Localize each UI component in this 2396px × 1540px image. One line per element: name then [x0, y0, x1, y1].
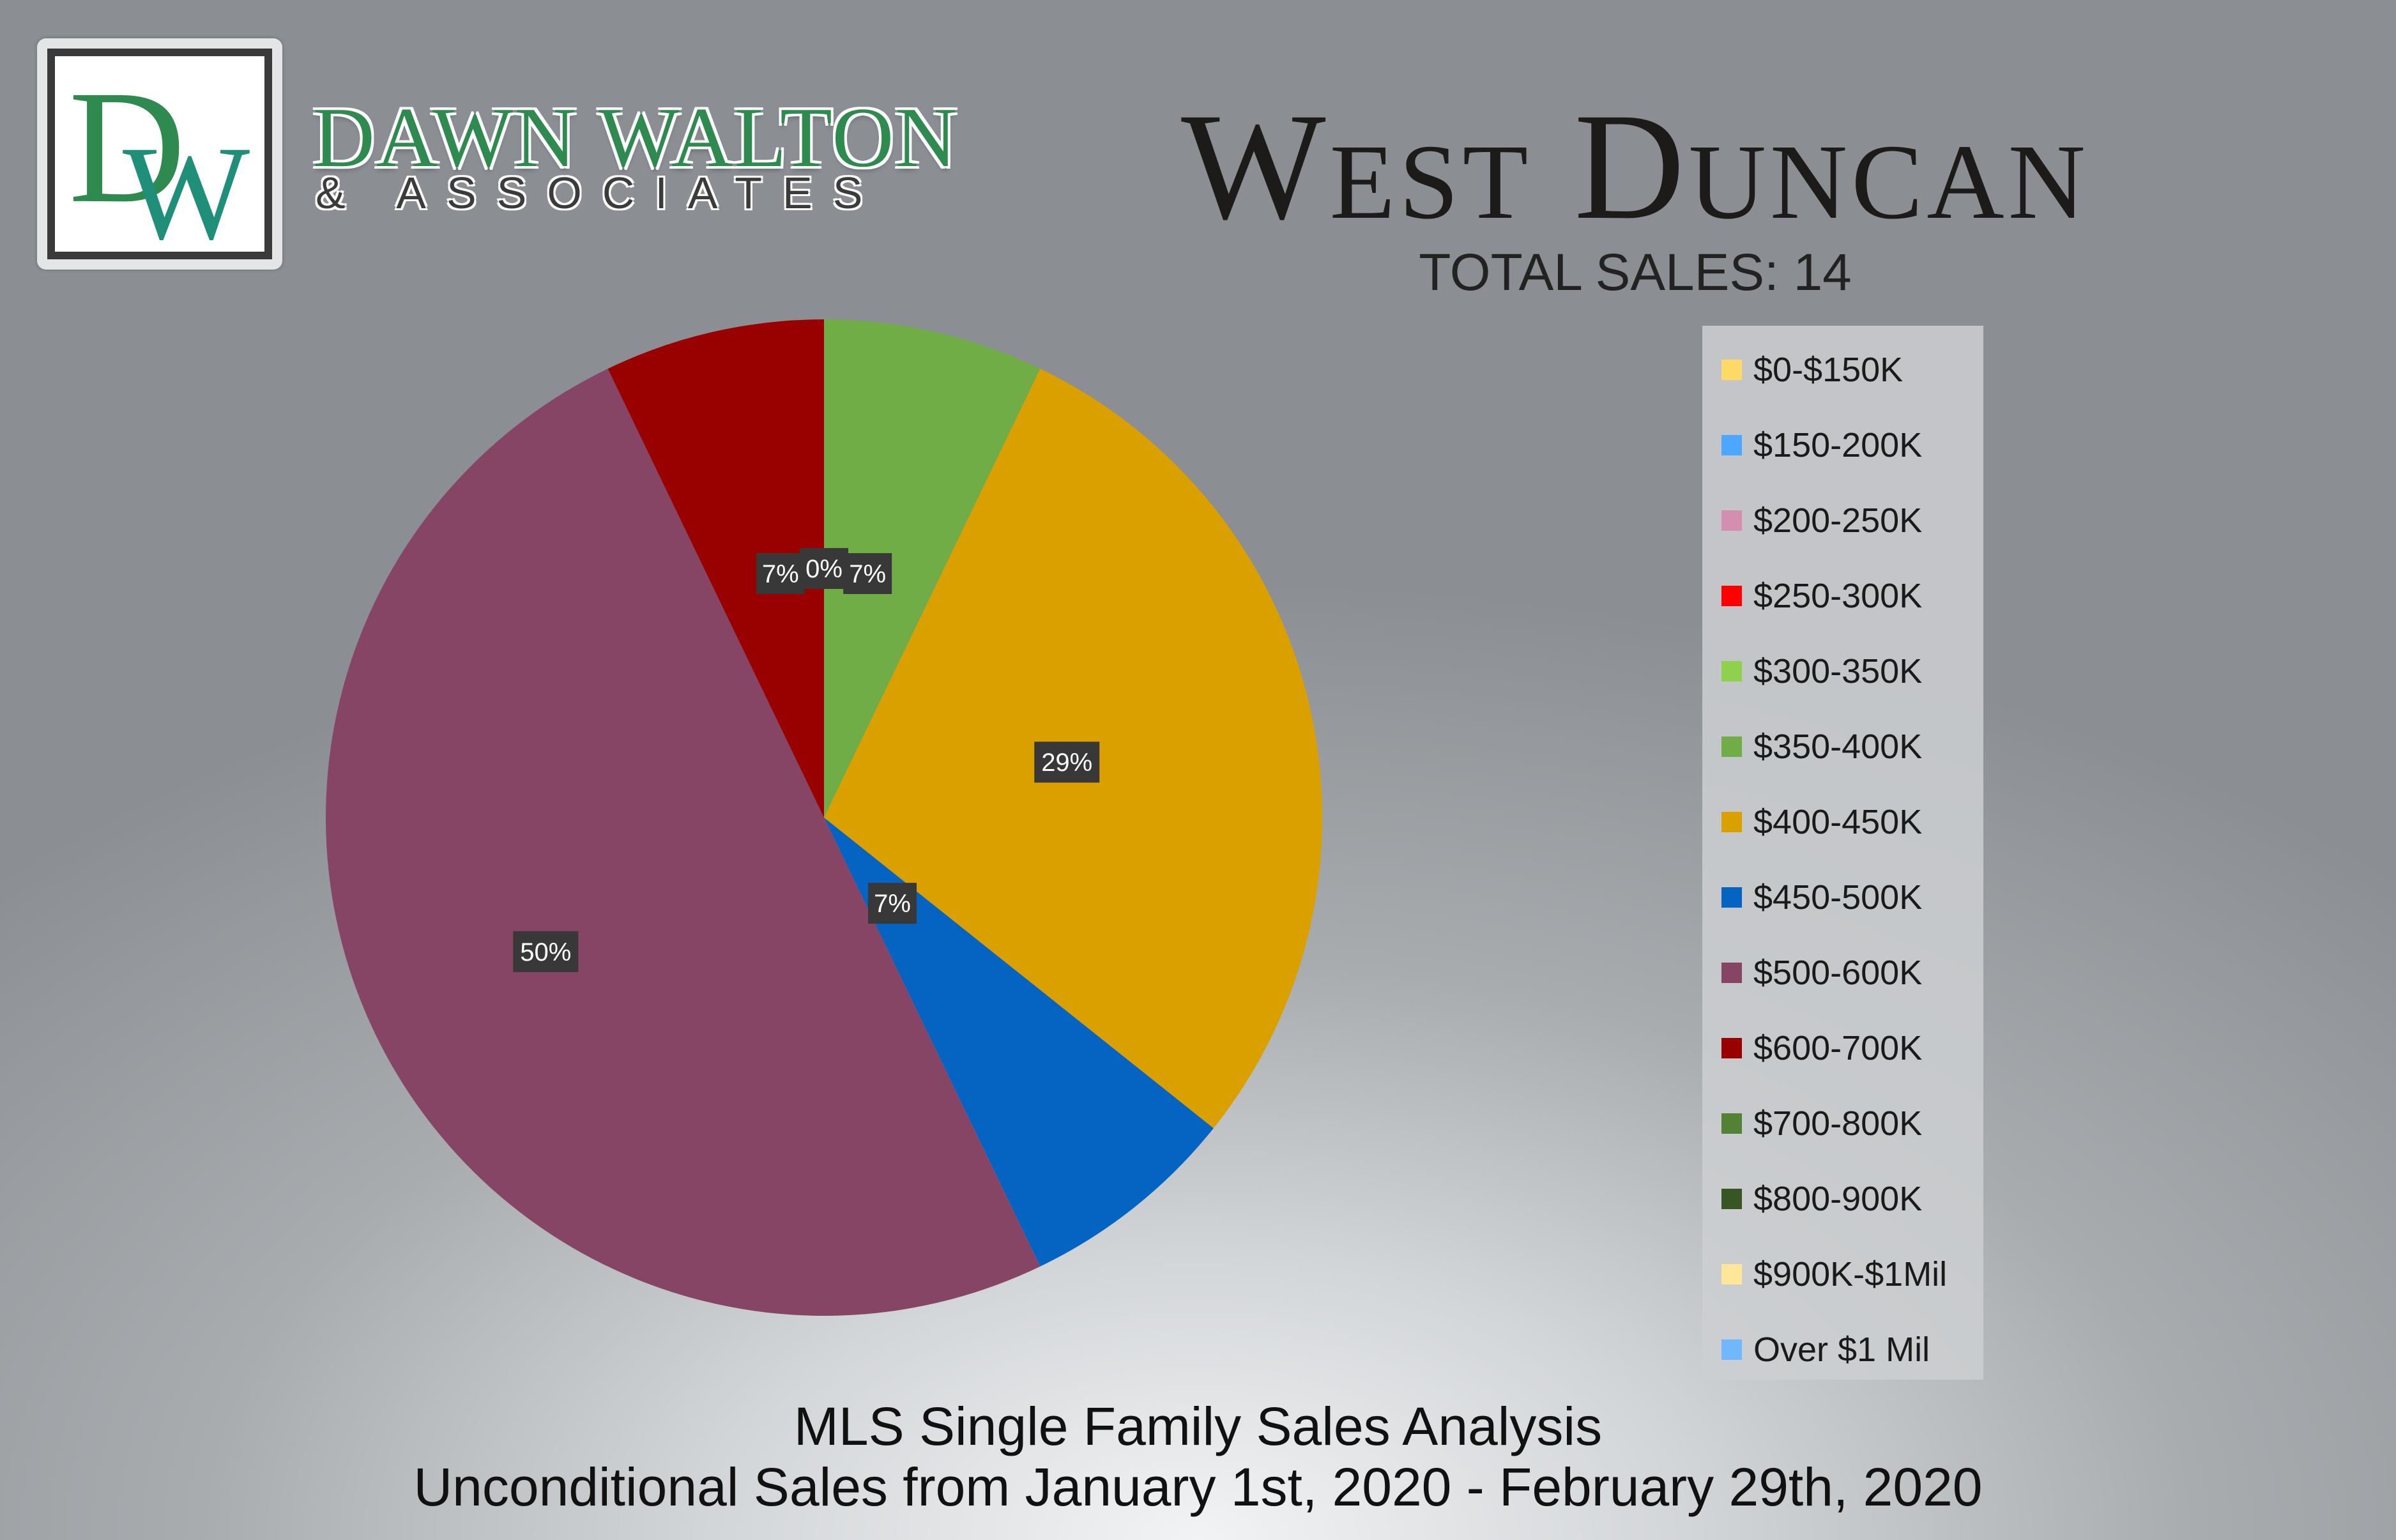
legend-label: $350-400K [1753, 728, 1923, 766]
logo-letter-d: D [69, 57, 186, 236]
footer-title: MLS Single Family Sales Analysis [793, 1396, 1603, 1456]
legend-label: $400-450K [1753, 803, 1923, 841]
legend-swatch [1721, 887, 1742, 908]
legend-item-700-800k: $700-800K [1721, 1086, 1922, 1161]
legend-item-500-600k: $500-600K [1721, 935, 1922, 1010]
legend-swatch [1721, 1339, 1742, 1360]
legend-swatch [1721, 1189, 1742, 1209]
footer-date-range: Unconditional Sales from January 1st, 20… [413, 1457, 1983, 1517]
legend-swatch [1721, 510, 1742, 531]
legend-item-150-200k: $150-200K [1721, 408, 1922, 483]
page-title: West Duncan [1181, 81, 2089, 251]
data-label-box-350-400k [843, 553, 892, 594]
legend-label: $900K-$1Mil [1753, 1255, 1948, 1293]
data-label-500-600k: 50% [520, 938, 571, 966]
legend-label: $150-200K [1753, 426, 1923, 464]
legend-item-350-400k: $350-400K [1721, 709, 1922, 784]
legend-swatch [1721, 1038, 1742, 1058]
data-label-zero: 0% [805, 555, 843, 583]
brand-name: DAWN WALTON [313, 90, 959, 185]
data-label-box-600-700k [756, 553, 805, 594]
legend-swatch [1721, 812, 1742, 832]
logo-letter-w: W [123, 118, 250, 252]
legend-item-400-450k: $400-450K [1721, 784, 1922, 860]
brand-subtitle: & ASSOCIATES [316, 168, 883, 218]
legend-label: $600-700K [1753, 1029, 1923, 1067]
legend-item-450-500k: $450-500K [1721, 860, 1922, 935]
pie-slice-350-400k [824, 319, 1041, 818]
legend-label: $800-900K [1753, 1180, 1923, 1218]
pie-chart: 7%29%7%50%7% 0% [326, 319, 1322, 1316]
legend-label: $450-500K [1753, 878, 1923, 917]
legend-swatch [1721, 963, 1742, 983]
legend-item-600-700k: $600-700K [1721, 1010, 1922, 1086]
legend-item-0-150k: $0-$150K [1721, 332, 1903, 408]
data-label-400-450k: 29% [1041, 749, 1092, 777]
pie-slice-600-700k [607, 319, 824, 818]
legend-label: $500-600K [1753, 954, 1923, 992]
logo-monogram: D W [69, 57, 250, 252]
data-label-box-zero [800, 548, 848, 589]
chart-legend: $0-$150K $150-200K $200-250K $250-300K $300-… [1702, 326, 1983, 1380]
legend-item-300-350k: $300-350K [1721, 634, 1922, 709]
legend-label: Over $1 Mil [1753, 1330, 1930, 1369]
legend-swatch [1721, 1113, 1742, 1134]
pie-slice-450-500k [824, 818, 1214, 1267]
legend-label: $250-300K [1753, 577, 1923, 615]
logo: D W [37, 38, 282, 270]
legend-item-900k-1mil: $900K-$1Mil [1721, 1237, 1947, 1312]
legend-swatch [1721, 1264, 1742, 1285]
data-label-600-700k: 7% [762, 560, 799, 588]
pie-slice-500-600k [326, 369, 1041, 1316]
legend-item-800-900k: $800-900K [1721, 1161, 1922, 1237]
legend-label: $200-250K [1753, 501, 1923, 540]
legend-swatch [1721, 435, 1742, 455]
total-sales: TOTAL SALES: 14 [1419, 243, 1852, 301]
legend-label: $700-800K [1753, 1104, 1923, 1143]
legend-item-250-300k: $250-300K [1721, 558, 1922, 634]
data-label-box-500-600k [513, 931, 579, 972]
legend-item-200-250k: $200-250K [1721, 483, 1922, 558]
data-label-box-450-500k [867, 883, 917, 924]
data-label-350-400k: 7% [849, 560, 886, 588]
legend-swatch [1721, 360, 1742, 380]
logo-frame: D W [47, 49, 272, 259]
data-label-box-400-450k [1034, 742, 1100, 783]
legend-swatch [1721, 736, 1742, 757]
legend-label: $300-350K [1753, 652, 1923, 690]
legend-label: $0-$150K [1753, 351, 1904, 389]
legend-item-over-1-mil: Over $1 Mil [1721, 1312, 1930, 1387]
legend-swatch [1721, 661, 1742, 682]
legend-swatch [1721, 586, 1742, 606]
data-label-450-500k: 7% [874, 890, 911, 918]
